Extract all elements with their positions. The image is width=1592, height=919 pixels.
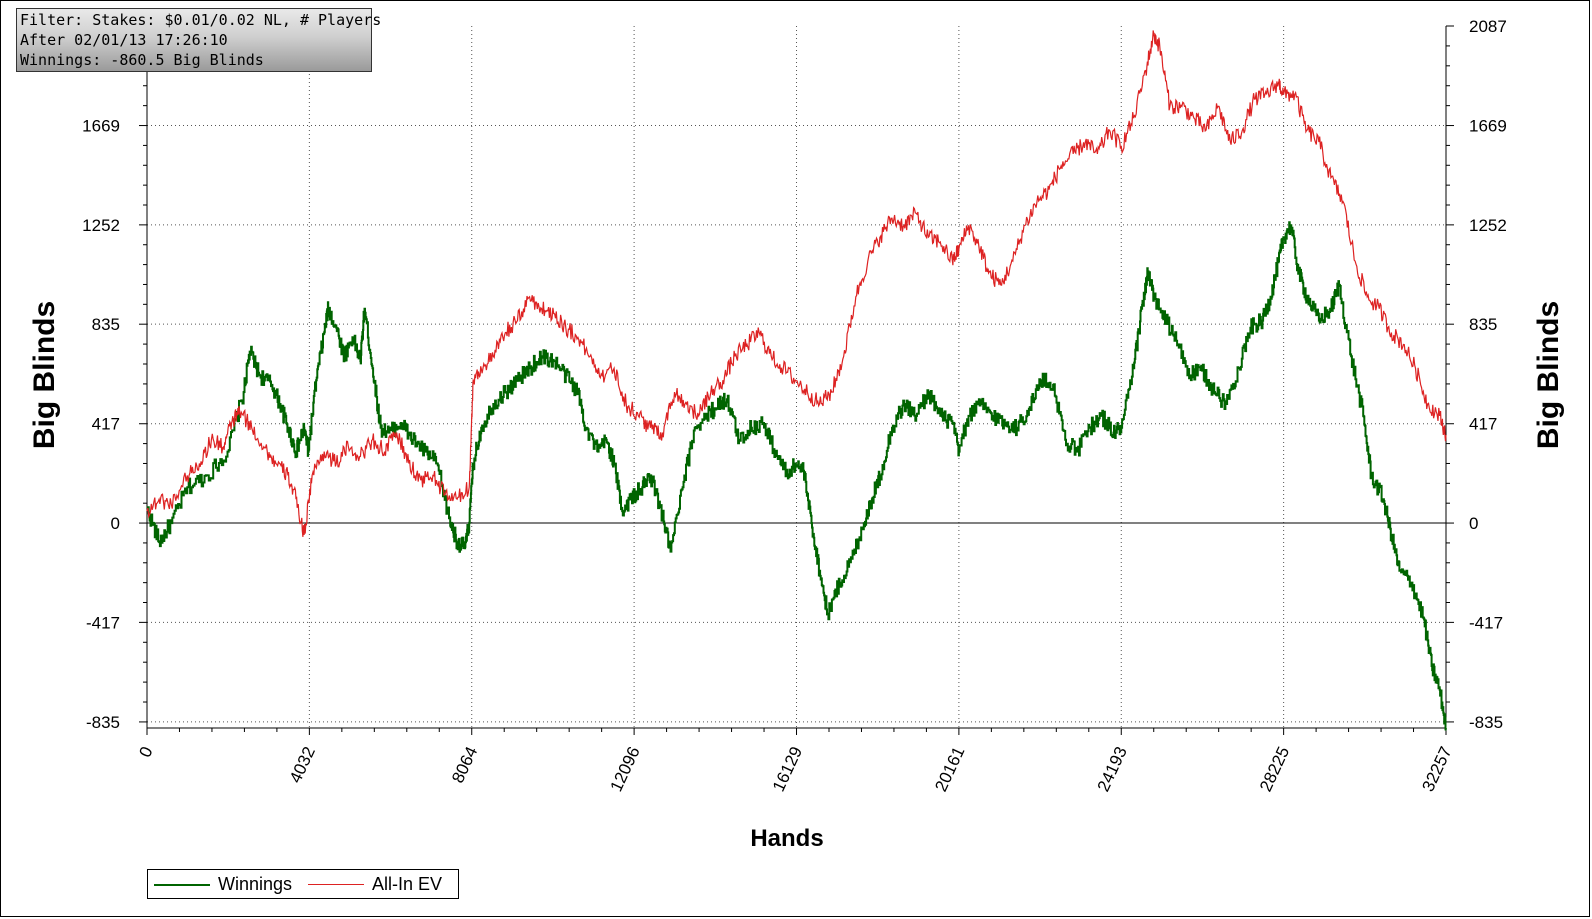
y-tick-label-right: -417 (1469, 613, 1503, 632)
filter-line-date: After 02/01/13 17:26:10 (20, 31, 228, 49)
x-tick-label: 32257 (1418, 744, 1455, 795)
legend-swatch-winnings (154, 883, 210, 886)
series-line-all-in-ev (146, 30, 1447, 537)
legend: Winnings All-In EV (147, 869, 459, 899)
x-tick-label: 24193 (1094, 744, 1131, 795)
legend-item-allin-ev: All-In EV (308, 874, 442, 895)
x-tick-label: 20161 (931, 744, 968, 795)
filter-line-stakes: Filter: Stakes: $0.01/0.02 NL, # Players (20, 11, 382, 29)
y-tick-label-left: 1669 (82, 117, 120, 136)
legend-swatch-allin-ev (308, 884, 364, 885)
legend-label-winnings: Winnings (218, 874, 293, 894)
y-tick-label-left: -835 (86, 713, 120, 732)
x-tick-label: 8064 (448, 744, 481, 786)
y-tick-label-left: 0 (111, 514, 120, 533)
legend-label-allin-ev: All-In EV (372, 874, 443, 894)
y-tick-label-left: 835 (92, 315, 120, 334)
x-axis-label: Hands (750, 825, 823, 852)
filter-line-winnings: Winnings: -860.5 Big Blinds (20, 51, 264, 69)
y-tick-label-right: 1252 (1469, 216, 1507, 235)
series-line-winnings (146, 221, 1447, 731)
y-axis-label-right: Big Blinds (1532, 301, 1565, 449)
y-tick-label-right: 0 (1469, 514, 1478, 533)
axes: 0 4032 8064 12096 16129 20161 24193 28225 32257-… (82, 17, 1507, 795)
y-tick-label-left: 1252 (82, 216, 120, 235)
series-layer (146, 30, 1447, 731)
legend-item-winnings: Winnings (154, 874, 292, 895)
x-tick-label: 4032 (286, 744, 319, 786)
grid (147, 26, 1446, 728)
x-tick-label: 28225 (1256, 744, 1293, 795)
y-tick-label-right: 835 (1469, 315, 1497, 334)
x-tick-label: 0 (135, 744, 156, 761)
y-axis-label-left: Big Blinds (28, 301, 61, 449)
y-tick-label-right: -835 (1469, 713, 1503, 732)
y-tick-label-left: 417 (92, 415, 120, 434)
y-tick-label-left: -417 (86, 613, 120, 632)
x-tick-label: 12096 (607, 744, 644, 795)
y-tick-label-right: 1669 (1469, 117, 1507, 136)
y-tick-label-right: 2087 (1469, 17, 1507, 36)
filter-info-box: Filter: Stakes: $0.01/0.02 NL, # Players… (16, 8, 382, 72)
y-tick-label-right: 417 (1469, 415, 1497, 434)
x-tick-label: 16129 (769, 744, 806, 795)
